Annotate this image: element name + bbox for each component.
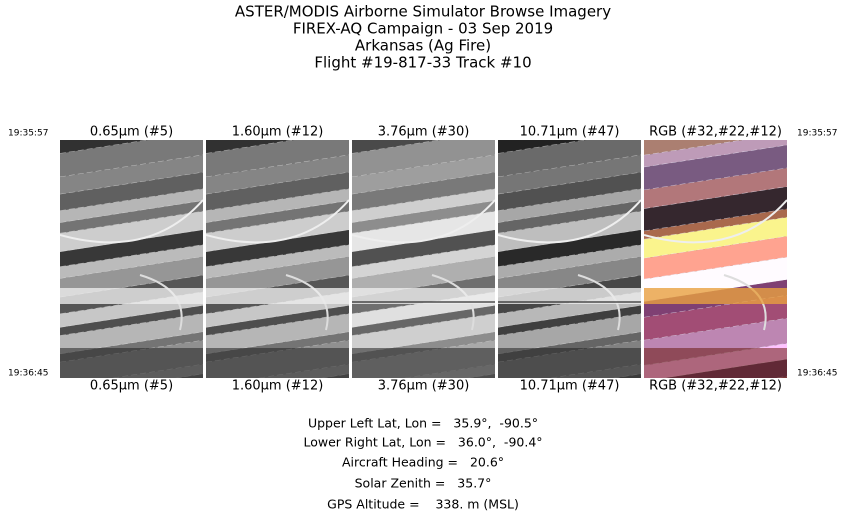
field-band bbox=[206, 140, 349, 178]
field-band bbox=[644, 140, 787, 168]
info-line: Solar Zenith = 35.7° bbox=[355, 476, 492, 491]
bright-field bbox=[352, 288, 495, 304]
field-band bbox=[352, 155, 495, 195]
field-band bbox=[60, 188, 203, 223]
title-line: FIREX-AQ Campaign - 03 Sep 2019 bbox=[293, 20, 553, 38]
header: ASTER/MODIS Airborne Simulator Browse Im… bbox=[235, 3, 611, 72]
field-band bbox=[352, 313, 495, 355]
field-edge bbox=[644, 396, 787, 418]
field-band bbox=[644, 209, 787, 240]
field-band bbox=[498, 140, 641, 178]
bright-field bbox=[498, 288, 641, 304]
dark-area bbox=[60, 348, 203, 378]
field-band bbox=[498, 200, 641, 234]
info: Upper Left Lat, Lon = 35.9°, -90.5° Lower… bbox=[303, 416, 542, 512]
field-band bbox=[206, 313, 349, 355]
panel-bottom-label: 3.76μm (#30) bbox=[378, 379, 470, 394]
field-band bbox=[498, 256, 641, 298]
field-edge bbox=[60, 399, 203, 421]
panel-top-label: RGB (#32,#22,#12) bbox=[649, 125, 782, 140]
field-band bbox=[352, 140, 495, 178]
title-line: Flight #19-817-33 Track #10 bbox=[314, 54, 531, 72]
field-band bbox=[498, 155, 641, 195]
end-time: 19:36:45 bbox=[8, 369, 48, 379]
panels: 0.65μm (#5) 0.65μm (#5) 1.60μm (#12) 1.60μm… bbox=[60, 125, 787, 421]
dark-area bbox=[644, 348, 787, 378]
info-line: Lower Right Lat, Lon = 36.0°, -90.4° bbox=[303, 435, 542, 450]
field-band bbox=[352, 229, 495, 267]
panel-top-label: 0.65μm (#5) bbox=[90, 125, 173, 140]
dark-area bbox=[498, 348, 641, 378]
field-band bbox=[498, 305, 641, 336]
field-band bbox=[352, 172, 495, 211]
panel-bottom-label: 0.65μm (#5) bbox=[90, 379, 173, 394]
field-band bbox=[60, 155, 203, 195]
field-band bbox=[206, 305, 349, 336]
road bbox=[644, 199, 787, 244]
field-band bbox=[206, 188, 349, 223]
field-band bbox=[498, 313, 641, 355]
field-band bbox=[352, 244, 495, 279]
bright-field bbox=[60, 288, 203, 304]
title-line: Arkansas (Ag Fire) bbox=[355, 37, 491, 55]
panel-image bbox=[206, 140, 349, 378]
dark-area bbox=[206, 348, 349, 378]
field-band bbox=[60, 256, 203, 298]
field-band bbox=[644, 168, 787, 209]
panel-bottom-label: 10.71μm (#47) bbox=[520, 379, 620, 394]
start-time: 19:35:57 bbox=[8, 129, 48, 139]
title-line: ASTER/MODIS Airborne Simulator Browse Im… bbox=[235, 3, 611, 21]
field-band bbox=[644, 145, 787, 191]
field-band bbox=[60, 140, 203, 178]
panel-image bbox=[60, 140, 203, 421]
bright-field bbox=[644, 288, 787, 304]
dark-area bbox=[352, 348, 495, 378]
info-line: GPS Altitude = 338. m (MSL) bbox=[327, 497, 519, 512]
panel-top-label: 10.71μm (#47) bbox=[520, 125, 620, 140]
field-band bbox=[498, 244, 641, 279]
road bbox=[352, 199, 495, 244]
panel-bottom-label: RGB (#32,#22,#12) bbox=[649, 379, 782, 394]
field-band bbox=[352, 305, 495, 336]
field-band bbox=[206, 200, 349, 234]
end-time: 19:36:45 bbox=[797, 369, 837, 379]
info-line: Upper Left Lat, Lon = 35.9°, -90.5° bbox=[308, 416, 538, 431]
panel-bottom-label: 1.60μm (#12) bbox=[232, 379, 324, 394]
field-band bbox=[352, 256, 495, 298]
field-band bbox=[352, 200, 495, 234]
panel-image bbox=[352, 140, 495, 378]
field-band bbox=[206, 172, 349, 211]
road bbox=[60, 199, 203, 244]
field-band bbox=[60, 172, 203, 211]
field-band bbox=[644, 186, 787, 232]
field-band bbox=[206, 244, 349, 279]
road bbox=[498, 199, 641, 244]
field-band bbox=[206, 256, 349, 298]
field-band bbox=[352, 188, 495, 223]
field-band bbox=[498, 188, 641, 223]
field-band bbox=[644, 295, 787, 341]
field-band bbox=[60, 305, 203, 336]
panel-top-label: 3.76μm (#30) bbox=[378, 125, 470, 140]
field-band bbox=[498, 172, 641, 211]
field-band bbox=[60, 200, 203, 234]
field-band bbox=[60, 313, 203, 355]
field-band bbox=[206, 155, 349, 195]
panel-image bbox=[498, 140, 641, 378]
field-band bbox=[498, 229, 641, 267]
bright-field bbox=[206, 288, 349, 304]
panel-image bbox=[644, 140, 787, 418]
panel-top-label: 1.60μm (#12) bbox=[232, 125, 324, 140]
field-band bbox=[206, 229, 349, 267]
field-band bbox=[644, 236, 787, 280]
field-band bbox=[60, 244, 203, 279]
field-band bbox=[60, 229, 203, 267]
road bbox=[206, 199, 349, 244]
start-time: 19:35:57 bbox=[797, 129, 837, 139]
info-line: Aircraft Heading = 20.6° bbox=[342, 455, 504, 470]
